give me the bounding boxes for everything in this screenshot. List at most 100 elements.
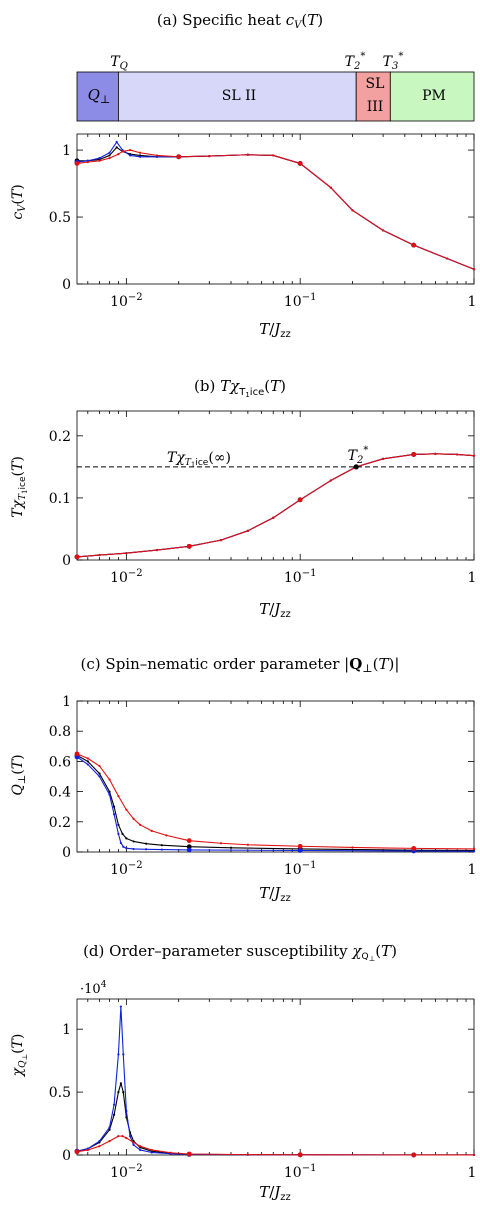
phase-label-q: Q⊥ <box>88 86 111 106</box>
data-point <box>112 813 116 816</box>
data-point <box>128 154 132 157</box>
phase-markers: TQ T2* T3* <box>110 51 403 72</box>
x-tick-label: 10−1 <box>284 1163 317 1181</box>
ylabel-c: Q⊥(T) <box>10 754 28 795</box>
data-point <box>122 1090 125 1094</box>
data-point <box>155 548 159 552</box>
data-point <box>108 793 111 796</box>
series-line-0 <box>77 146 475 270</box>
data-point <box>86 161 89 164</box>
data-point <box>246 843 249 846</box>
data-point <box>165 834 168 837</box>
data-point <box>115 146 118 149</box>
x-tick-label: 1 <box>468 1165 477 1181</box>
data-point <box>132 1141 135 1144</box>
phase-region-2 <box>355 71 391 122</box>
ylabel-d: χQ⊥(T) <box>10 1034 29 1078</box>
x-tick-label: 10−1 <box>284 292 317 310</box>
data-point <box>434 452 437 455</box>
data-point <box>472 454 476 457</box>
data-point <box>125 1136 128 1140</box>
hline-label-b: TχT1ice(∞) <box>167 450 231 469</box>
marker-t3: T3* <box>383 51 404 72</box>
data-point <box>108 1126 111 1129</box>
data-point <box>329 186 332 189</box>
data-point <box>351 209 354 212</box>
marker-point <box>186 847 192 853</box>
series-line-1 <box>76 756 475 852</box>
data-point <box>98 159 101 162</box>
marker-point <box>74 554 80 560</box>
data-point <box>155 154 159 157</box>
data-point <box>98 1145 101 1148</box>
data-point <box>98 1140 101 1143</box>
data-point <box>108 154 111 157</box>
data-point <box>145 842 148 845</box>
phase-label-pm: PM <box>422 88 446 104</box>
phase-region-0 <box>76 71 119 122</box>
annotated-point <box>353 464 359 470</box>
data-point <box>119 841 122 845</box>
marker-point <box>74 161 80 166</box>
plot-order-parameter: 10−2 10−1 1 0 0.2 0.4 0.6 0.8 1 <box>49 694 477 878</box>
plot-frame <box>76 410 475 561</box>
data-point <box>219 539 223 542</box>
phase-labels: Q⊥ SL II SL III PM <box>88 76 446 115</box>
x-tick-label: 10−2 <box>110 568 143 586</box>
x-tick-label: 1 <box>468 862 477 878</box>
data-point <box>121 150 124 153</box>
data-point <box>132 840 135 843</box>
phase-label-sl3-b: III <box>367 99 384 115</box>
data-point <box>108 151 111 154</box>
y-tick-label: 0.5 <box>49 1085 71 1101</box>
marker-point <box>411 242 417 248</box>
phase-region-1 <box>118 71 357 122</box>
data-point <box>98 553 101 557</box>
data-point <box>208 154 211 158</box>
data-point <box>117 1135 120 1138</box>
y-tick-label: 1 <box>62 1022 71 1038</box>
data-point <box>108 790 111 793</box>
series-line-2 <box>76 753 475 850</box>
data-point <box>229 846 233 849</box>
phase-label-sl3-a: SL <box>366 76 385 92</box>
data-point <box>119 1005 122 1008</box>
marker-point <box>297 1152 303 1158</box>
data-point <box>108 1140 111 1143</box>
data-point <box>121 1135 124 1138</box>
y-tick-label: 0 <box>62 277 71 293</box>
data-point <box>246 153 249 156</box>
data-point <box>86 760 89 763</box>
y-tick-label: 1 <box>62 143 71 159</box>
data-point <box>139 1145 142 1148</box>
data-point <box>139 1148 142 1152</box>
data-point <box>169 1151 172 1154</box>
plot-frame <box>76 998 475 1156</box>
data-point <box>86 1148 89 1152</box>
data-point <box>351 846 354 849</box>
data-point <box>139 151 142 154</box>
data-point <box>125 552 128 555</box>
data-point <box>98 157 101 160</box>
x-tick-label: 10−2 <box>110 1163 143 1181</box>
ylabel-a: cV(T) <box>10 184 28 219</box>
marker-point <box>297 843 303 849</box>
marker-point <box>411 452 417 457</box>
x-tick-label: 1 <box>468 294 477 310</box>
data-point <box>219 842 223 845</box>
phase-label-sl2: SL II <box>222 88 256 104</box>
data-point <box>108 778 111 781</box>
data-point <box>246 1153 249 1156</box>
marker-point <box>411 845 417 851</box>
marker-point <box>297 848 303 853</box>
y-tick-label: 1 <box>62 694 71 710</box>
data-point <box>117 823 120 826</box>
data-point <box>472 1153 476 1157</box>
phase-diagram-bar <box>76 71 475 122</box>
data-point <box>125 837 128 840</box>
data-point <box>139 823 142 826</box>
data-point <box>132 1143 135 1147</box>
xlabel-b: T/Jzz <box>259 600 291 620</box>
data-point <box>119 1082 122 1085</box>
